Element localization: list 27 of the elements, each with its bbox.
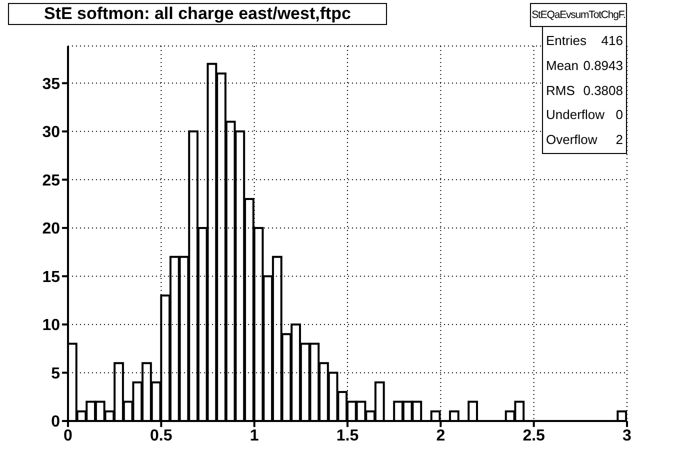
annotation: 0 bbox=[616, 106, 623, 124]
annotation: 0.8943 bbox=[583, 56, 623, 75]
annotation: Overflow bbox=[546, 131, 598, 150]
x-tick-label: 0.5 bbox=[150, 427, 172, 444]
annotation: Underflow bbox=[546, 106, 605, 124]
x-tick-label: 1.5 bbox=[336, 427, 359, 444]
annotation: 2 bbox=[616, 131, 623, 150]
text: StEQaEvsumTotChgF. bbox=[530, 3, 627, 27]
y-tick-label: 10 bbox=[42, 317, 60, 334]
y-tick-label: 30 bbox=[42, 124, 60, 142]
x-tick-label: 2 bbox=[436, 427, 446, 444]
y-tick-label: 0 bbox=[51, 414, 60, 431]
x-tick-label: 3 bbox=[622, 427, 632, 444]
chart-title: StE softmon: all charge east/west,ftpc bbox=[8, 3, 387, 25]
y-tick-label: 15 bbox=[42, 268, 60, 286]
annotation: Entries bbox=[546, 32, 586, 50]
annotation: RMS bbox=[546, 82, 575, 100]
x-tick-label: 0 bbox=[64, 427, 73, 444]
annotation: 0.3808 bbox=[583, 82, 623, 100]
annotation: 416 bbox=[601, 32, 623, 50]
y-tick-label: 25 bbox=[42, 172, 60, 190]
annotation: Mean bbox=[546, 56, 579, 75]
x-tick-label: 2.5 bbox=[522, 427, 546, 444]
y-tick-label: 20 bbox=[42, 220, 60, 238]
y-tick-label: 35 bbox=[42, 76, 60, 93]
y-tick-label: 5 bbox=[51, 365, 60, 382]
x-tick-label: 1 bbox=[250, 427, 259, 444]
